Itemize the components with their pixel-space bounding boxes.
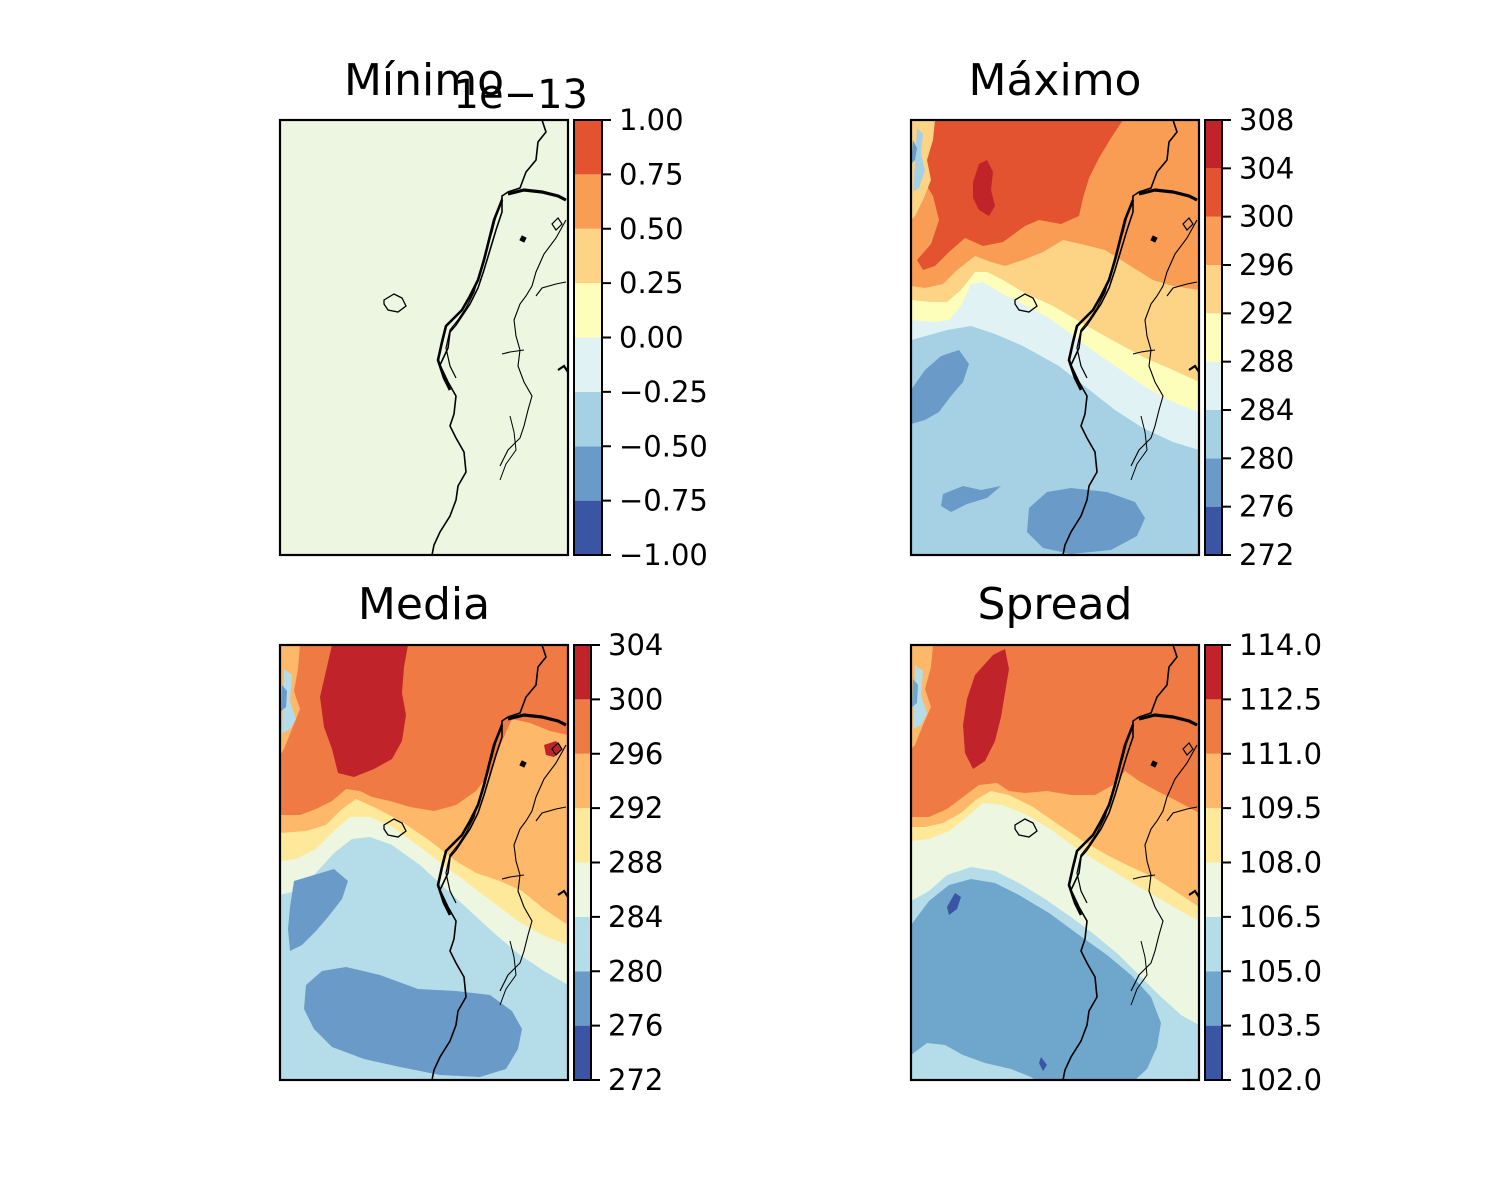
colorbar-tick-label: −0.50 [619, 429, 708, 463]
colorbar-tick-label: 280 [1239, 441, 1294, 475]
colorbar-band [574, 753, 591, 809]
colorbar-tick-label: 109.5 [1239, 791, 1322, 825]
colorbar-tick-label: 276 [608, 1009, 663, 1043]
colorbar-offset-label: 1e−13 [454, 72, 588, 118]
colorbar-band [1205, 120, 1222, 169]
colorbar-band [574, 699, 591, 754]
colorbar-tick-label: 105.0 [1239, 954, 1322, 988]
colorbar-tick-label: −1.00 [619, 538, 708, 572]
colorbar-band [574, 862, 591, 917]
colorbar-tick-label: 304 [608, 628, 663, 662]
map-area [911, 645, 1199, 1080]
colorbar-tick-label: 114.0 [1239, 628, 1322, 662]
map-area [280, 120, 568, 555]
colorbar-tick-label: 288 [1239, 345, 1294, 379]
colorbar-tick-label: 288 [608, 846, 663, 880]
colorbar-band [574, 446, 602, 501]
colorbar-band [574, 120, 602, 175]
map-frame [278, 643, 570, 1082]
colorbar: 102.0 103.5 105.0 106.5 108.0 109.5 111.0 112.5… [1204, 628, 1322, 1097]
colorbar: 272 276 280 284 288 292 296 300 304 [573, 628, 663, 1097]
colorbar-tick-label: 272 [1239, 538, 1294, 572]
panel-title: Spread [978, 579, 1133, 630]
colorbar-tick-label: 308 [1239, 103, 1294, 137]
colorbar-band [1205, 699, 1222, 754]
colorbar-tick-label: 292 [1239, 296, 1294, 330]
colorbar-band [574, 1025, 591, 1080]
colorbar-band [1205, 458, 1222, 507]
colorbar-band [1205, 971, 1222, 1026]
colorbar-tick-label: 280 [608, 954, 663, 988]
panel-title: Máximo [969, 55, 1142, 106]
colorbar-tick-label: 300 [1239, 200, 1294, 234]
colorbar-tick-label: 106.5 [1239, 900, 1322, 934]
colorbar-band [574, 337, 602, 392]
map-area [280, 645, 568, 1080]
colorbar-band [1205, 168, 1222, 217]
colorbar-band [574, 228, 602, 284]
colorbar-tick-label: 276 [1239, 490, 1294, 524]
map-frame [909, 118, 1201, 557]
colorbar-band [1205, 862, 1222, 917]
colorbar-band [1205, 808, 1222, 863]
colorbar-tick-label: −0.25 [619, 375, 708, 409]
colorbar-tick-label: 111.0 [1239, 737, 1322, 771]
colorbar-tick-label: 0.25 [619, 266, 684, 300]
colorbar-tick-label: 284 [608, 900, 663, 934]
colorbar-tick-label: 112.5 [1239, 682, 1322, 716]
colorbar-tick-label: 296 [608, 737, 663, 771]
colorbar-tick-label: 102.0 [1239, 1063, 1322, 1097]
colorbar-tick-label: 292 [608, 791, 663, 825]
colorbar-tick-label: 108.0 [1239, 846, 1322, 880]
colorbar-band [1205, 216, 1222, 265]
map-frame [909, 643, 1201, 1082]
colorbar-tick-label: 103.5 [1239, 1009, 1322, 1043]
colorbar-band [574, 916, 591, 972]
colorbar-tick-label: 304 [1239, 151, 1294, 185]
colorbar-band [1205, 916, 1222, 972]
colorbar-band [1205, 1025, 1222, 1080]
colorbar: −1.00 −0.75 −0.50 −0.25 0.00 0.25 0.50 0.75 1.00 [573, 103, 708, 572]
colorbar-tick-label: 0.00 [619, 321, 684, 355]
colorbar-band [1205, 506, 1222, 555]
colorbar-band [1205, 645, 1222, 700]
colorbar-band [1205, 753, 1222, 809]
colorbar-band [1205, 313, 1222, 362]
colorbar-tick-label: 272 [608, 1063, 663, 1097]
colorbar-band [574, 645, 591, 700]
panel-title: Mínimo [344, 55, 504, 106]
colorbar-tick-label: 296 [1239, 248, 1294, 282]
colorbar-tick-label: −0.75 [619, 484, 708, 518]
colorbar-tick-label: 1.00 [619, 103, 684, 137]
colorbar-band [574, 971, 591, 1026]
colorbar: 272 276 280 284 288 292 296 300 304 308 [1204, 103, 1294, 572]
colorbar-band [574, 500, 602, 555]
colorbar-band [574, 283, 602, 338]
colorbar-band [574, 808, 591, 863]
colorbar-band [1205, 361, 1222, 410]
colorbar-band [574, 391, 602, 447]
map-area [911, 120, 1199, 555]
colorbar-band [1205, 265, 1222, 314]
panel-minimo: Mínimo −1.00 −0.75 −0.50 −0.25 0.00 0.25 0.50 0… [278, 55, 708, 572]
colorbar-tick-label: 300 [608, 682, 663, 716]
colorbar-tick-label: 284 [1239, 393, 1294, 427]
colorbar-band [574, 174, 602, 229]
map-frame [278, 118, 570, 557]
colorbar-tick-label: 0.75 [619, 157, 684, 191]
colorbar-band [1205, 410, 1222, 459]
colorbar-tick-label: 0.50 [619, 212, 684, 246]
panel-title: Media [358, 579, 490, 630]
